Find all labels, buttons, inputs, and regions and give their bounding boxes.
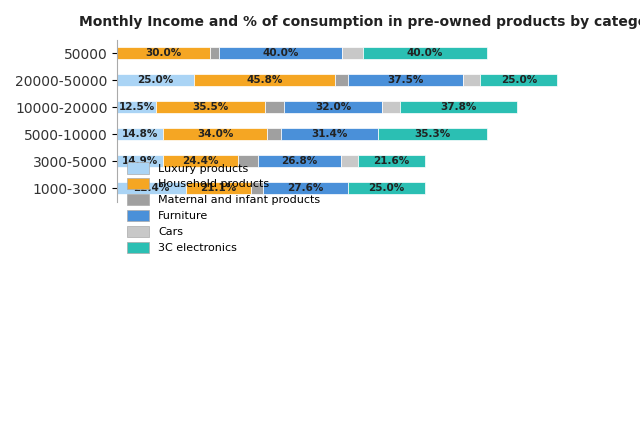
Text: 30.0%: 30.0% [145, 48, 182, 58]
Bar [117, 155, 163, 167]
Text: 37.8%: 37.8% [440, 102, 477, 112]
Bar [219, 47, 342, 59]
Bar [265, 101, 284, 113]
Text: 24.4%: 24.4% [182, 156, 219, 166]
Bar [117, 47, 209, 59]
Bar [251, 182, 263, 194]
Text: 32.0%: 32.0% [315, 102, 351, 112]
Text: 21.1%: 21.1% [200, 183, 237, 193]
Text: 25.0%: 25.0% [138, 75, 174, 85]
Text: 35.3%: 35.3% [414, 129, 451, 139]
Bar [401, 101, 516, 113]
Text: 40.0%: 40.0% [262, 48, 298, 58]
Bar [348, 74, 463, 86]
Bar [117, 182, 186, 194]
Bar [209, 47, 219, 59]
Bar [284, 101, 383, 113]
Bar [383, 101, 401, 113]
Title: Monthly Income and % of consumption in pre-owned products by category: Monthly Income and % of consumption in p… [79, 15, 640, 29]
Bar [117, 74, 194, 86]
Text: 25.0%: 25.0% [500, 75, 537, 85]
Legend: Luxury products, Household products, Maternal and infant products, Furniture, Ca: Luxury products, Household products, Mat… [123, 158, 325, 258]
Text: 14.8%: 14.8% [122, 129, 158, 139]
Text: 14.9%: 14.9% [122, 156, 158, 166]
Bar [163, 128, 268, 140]
Text: 22.4%: 22.4% [134, 183, 170, 193]
Bar [342, 47, 364, 59]
Bar [348, 182, 425, 194]
Bar [117, 101, 156, 113]
Text: 27.6%: 27.6% [287, 183, 324, 193]
Bar [263, 182, 348, 194]
Bar [156, 101, 265, 113]
Text: 35.5%: 35.5% [192, 102, 228, 112]
Text: 25.0%: 25.0% [369, 183, 404, 193]
Text: 45.8%: 45.8% [246, 75, 283, 85]
Text: 26.8%: 26.8% [282, 156, 317, 166]
Bar [186, 182, 251, 194]
Bar [163, 155, 238, 167]
Text: 34.0%: 34.0% [197, 129, 233, 139]
Text: 21.6%: 21.6% [374, 156, 410, 166]
Bar [238, 155, 258, 167]
Bar [281, 128, 378, 140]
Bar [335, 74, 348, 86]
Text: 40.0%: 40.0% [407, 48, 443, 58]
Bar [378, 128, 486, 140]
Bar [364, 47, 486, 59]
Bar [258, 155, 340, 167]
Bar [481, 74, 557, 86]
Bar [117, 128, 163, 140]
Text: 37.5%: 37.5% [388, 75, 424, 85]
Bar [194, 74, 335, 86]
Text: 12.5%: 12.5% [118, 102, 155, 112]
Bar [358, 155, 425, 167]
Bar [340, 155, 358, 167]
Text: 31.4%: 31.4% [312, 129, 348, 139]
Bar [463, 74, 481, 86]
Bar [268, 128, 281, 140]
